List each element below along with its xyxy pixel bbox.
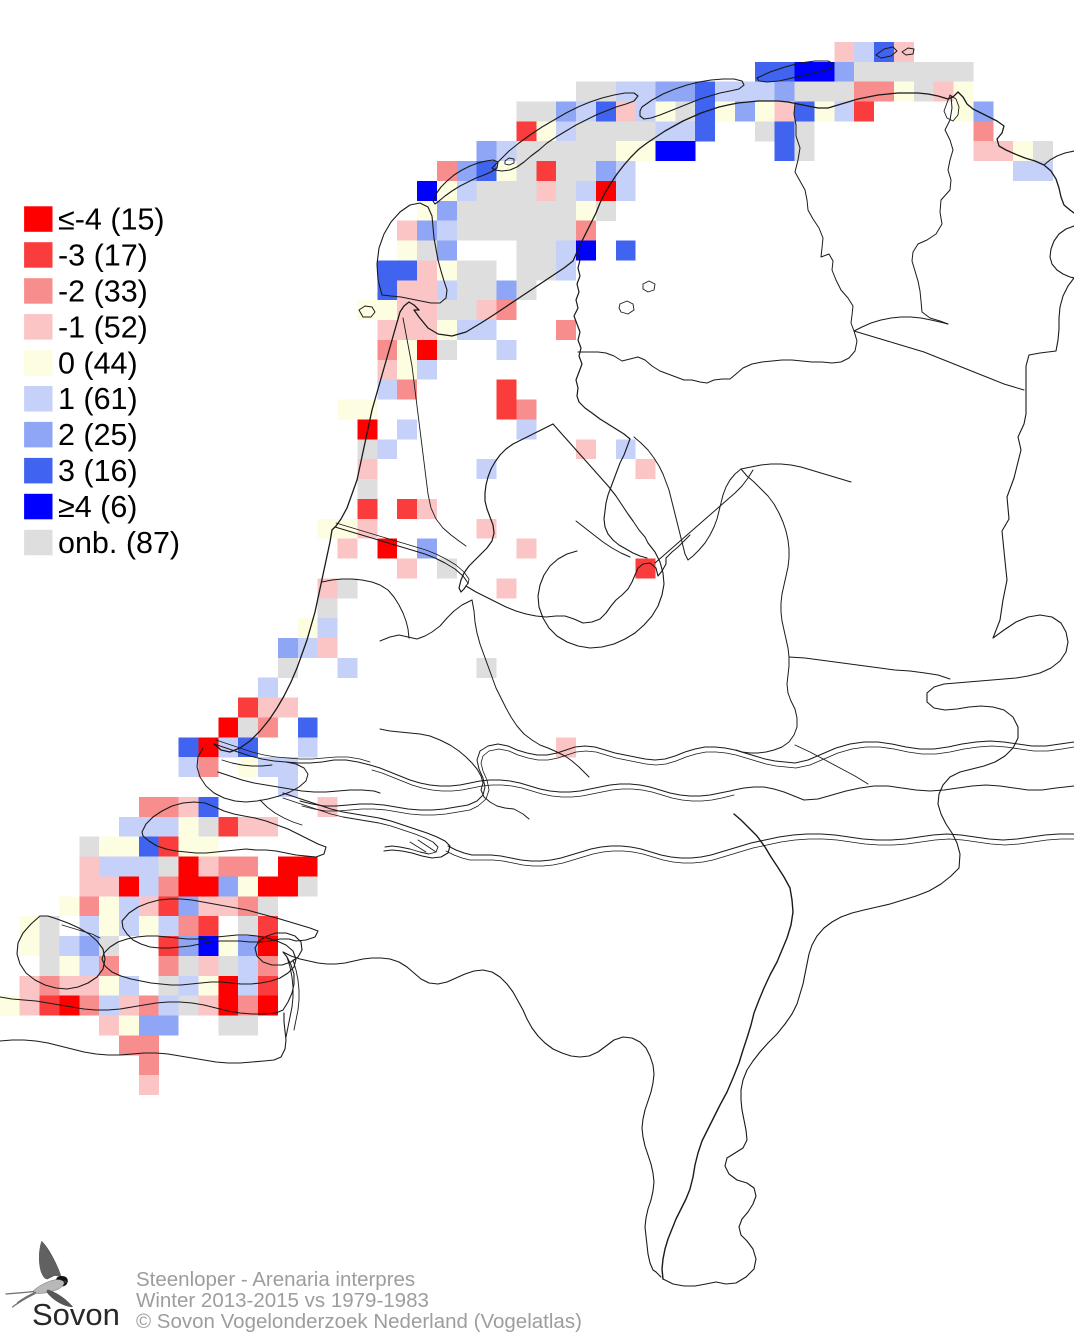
svg-text:2 (25): 2 (25) (58, 418, 138, 452)
svg-text:≥4 (6): ≥4 (6) (58, 490, 137, 524)
svg-text:3 (16): 3 (16) (58, 454, 138, 488)
svg-text:Winter 2013-2015 vs 1979-1983: Winter 2013-2015 vs 1979-1983 (136, 1289, 429, 1312)
svg-text:-1 (52): -1 (52) (58, 310, 148, 344)
svg-text:-3 (17): -3 (17) (58, 238, 148, 272)
svg-text:1 (61): 1 (61) (58, 382, 138, 416)
svg-text:≤-4 (15): ≤-4 (15) (58, 203, 165, 237)
svg-text:Sovon: Sovon (32, 1297, 120, 1332)
svg-text:-2 (33): -2 (33) (58, 274, 148, 308)
svg-text:Steenloper - Arenaria interpre: Steenloper - Arenaria interpres (136, 1268, 415, 1291)
svg-text:© Sovon Vogelonderzoek Nederla: © Sovon Vogelonderzoek Nederland (Vogela… (136, 1310, 582, 1333)
svg-text:0 (44): 0 (44) (58, 346, 138, 380)
svg-text:onb. (87): onb. (87) (58, 526, 180, 560)
